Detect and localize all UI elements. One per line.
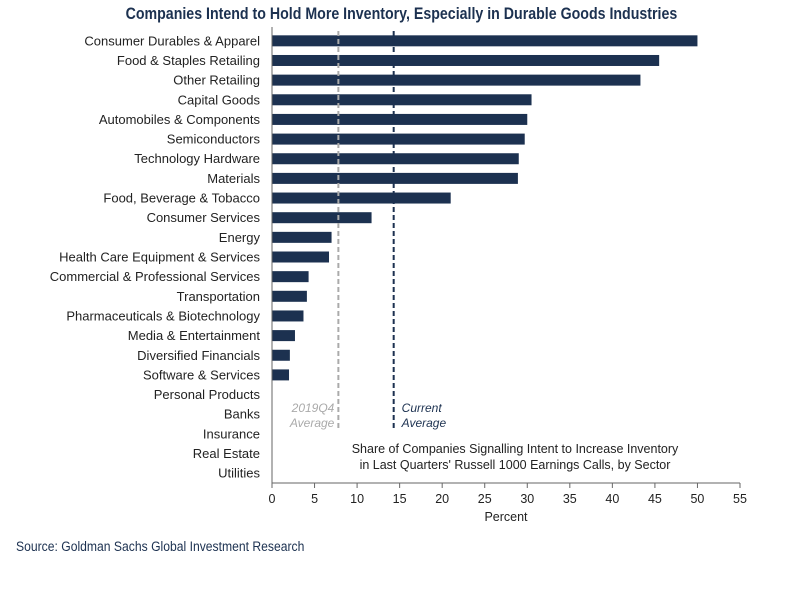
bar (272, 153, 519, 165)
x-axis-label: Percent (484, 510, 528, 524)
bar (272, 271, 309, 283)
bar (272, 231, 332, 243)
x-tick-label: 35 (563, 492, 577, 506)
reference-label: Average (289, 416, 335, 430)
x-tick-label: 10 (350, 492, 364, 506)
bar (272, 310, 304, 322)
category-label: Diversified Financials (137, 348, 260, 363)
category-label: Consumer Services (147, 210, 261, 225)
bars-group (272, 35, 698, 381)
category-label: Software & Services (143, 367, 261, 382)
category-label: Food & Staples Retailing (117, 53, 260, 68)
category-label: Health Care Equipment & Services (59, 250, 260, 265)
x-tick-label: 20 (435, 492, 449, 506)
category-label: Consumer Durables & Apparel (84, 33, 260, 48)
category-label: Technology Hardware (134, 151, 260, 166)
bar (272, 94, 532, 106)
category-label: Transportation (177, 289, 260, 304)
x-tick-label: 40 (605, 492, 619, 506)
category-label: Utilities (218, 466, 260, 481)
bar (272, 369, 290, 381)
x-tick-label: 25 (478, 492, 492, 506)
x-tick-label: 0 (269, 492, 276, 506)
bar (272, 290, 307, 302)
bar (272, 35, 698, 47)
category-label: Capital Goods (178, 92, 261, 107)
category-label: Commercial & Professional Services (50, 269, 261, 284)
reference-label: Average (401, 416, 447, 430)
chart-title: Companies Intend to Hold More Inventory,… (125, 5, 678, 23)
x-tick-label: 5 (311, 492, 318, 506)
category-label: Materials (207, 171, 260, 186)
chart-annotation-line1: Share of Companies Signalling Intent to … (352, 442, 679, 456)
source-note: Source: Goldman Sachs Global Investment … (16, 539, 305, 554)
bar (272, 133, 525, 145)
reference-label: Current (402, 401, 443, 415)
x-tick-label: 15 (393, 492, 407, 506)
category-label: Insurance (203, 426, 260, 441)
reference-label: 2019Q4 (291, 401, 335, 415)
bar (272, 192, 451, 204)
category-label: Banks (224, 407, 261, 422)
bar (272, 349, 290, 361)
category-label: Media & Entertainment (128, 328, 261, 343)
bar (272, 212, 372, 224)
chart-annotation-line2: in Last Quarters' Russell 1000 Earnings … (360, 458, 671, 472)
x-tick-label: 30 (520, 492, 534, 506)
category-label: Pharmaceuticals & Biotechnology (66, 308, 260, 323)
bar (272, 251, 330, 263)
bar (272, 113, 528, 125)
bar (272, 330, 295, 342)
category-label: Automobiles & Components (99, 112, 261, 127)
category-labels-group: Consumer Durables & Apparel Food & Staple… (50, 33, 261, 480)
category-label: Semiconductors (167, 132, 261, 147)
category-label: Other Retailing (173, 73, 260, 88)
bar (272, 172, 518, 184)
x-tick-label: 50 (690, 492, 704, 506)
x-tick-label: 55 (733, 492, 747, 506)
category-label: Food, Beverage & Tobacco (103, 191, 260, 206)
bar (272, 74, 641, 86)
x-axis-group: 0 5 10 15 20 25 30 35 40 45 50 55 (269, 27, 747, 506)
x-tick-label: 45 (648, 492, 662, 506)
category-label: Personal Products (154, 387, 261, 402)
category-label: Real Estate (193, 446, 260, 461)
category-label: Energy (219, 230, 261, 245)
bar (272, 54, 660, 66)
